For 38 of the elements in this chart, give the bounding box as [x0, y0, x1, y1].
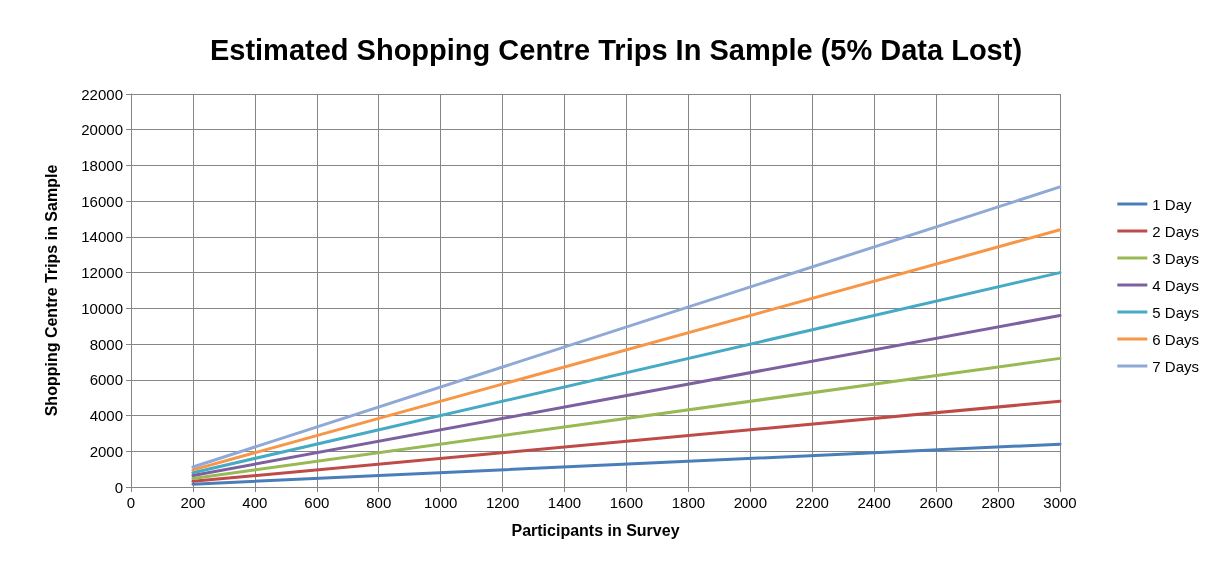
- y-tick-label: 16000: [81, 192, 123, 210]
- x-tick-label: 1000: [423, 494, 458, 511]
- x-tick-label: 0: [126, 494, 136, 511]
- x-tick-label: 1400: [547, 494, 582, 511]
- legend-label: 6 Days: [1152, 330, 1199, 348]
- y-axis-title: Shopping Centre Trips in Sample: [42, 164, 60, 417]
- x-tick-label: 2800: [981, 494, 1015, 511]
- x-tick-label: 1600: [609, 494, 644, 511]
- x-tick-label: 600: [304, 494, 330, 511]
- y-tick-label: 8000: [89, 335, 123, 353]
- x-axis-title: Participants in Survey: [511, 521, 680, 539]
- x-tick-label: 1200: [485, 494, 520, 511]
- legend-label: 7 Days: [1152, 357, 1199, 375]
- x-tick-label: 800: [366, 494, 392, 511]
- y-tick-label: 10000: [81, 299, 123, 317]
- x-tick-label: 3000: [1043, 494, 1077, 511]
- y-tick-label: 18000: [81, 156, 123, 174]
- y-tick-label: 6000: [89, 371, 123, 389]
- x-tick-label: 2200: [795, 494, 829, 511]
- legend-label: 3 Days: [1152, 249, 1199, 267]
- x-tick-label: 200: [180, 494, 206, 511]
- y-tick-label: 2000: [89, 442, 123, 460]
- legend-label: 2 Days: [1152, 222, 1199, 240]
- x-tick-label: 2400: [857, 494, 891, 511]
- legend-label: 4 Days: [1152, 276, 1199, 294]
- legend-label: 5 Days: [1152, 303, 1199, 321]
- x-tick-label: 2600: [919, 494, 953, 511]
- y-tick-label: 14000: [81, 228, 123, 246]
- x-tick-label: 400: [242, 494, 268, 511]
- y-tick-label: 0: [114, 478, 123, 496]
- x-tick-label: 2000: [733, 494, 768, 511]
- y-tick-label: 12000: [81, 264, 123, 282]
- legend-label: 1 Day: [1152, 195, 1192, 213]
- y-tick-label: 20000: [81, 121, 123, 139]
- x-tick-label: 1800: [671, 494, 706, 511]
- y-tick-label: 4000: [89, 407, 123, 425]
- y-tick-label: 22000: [81, 85, 123, 103]
- chart-title: Estimated Shopping Centre Trips In Sample (5% Data Lost): [209, 33, 1023, 66]
